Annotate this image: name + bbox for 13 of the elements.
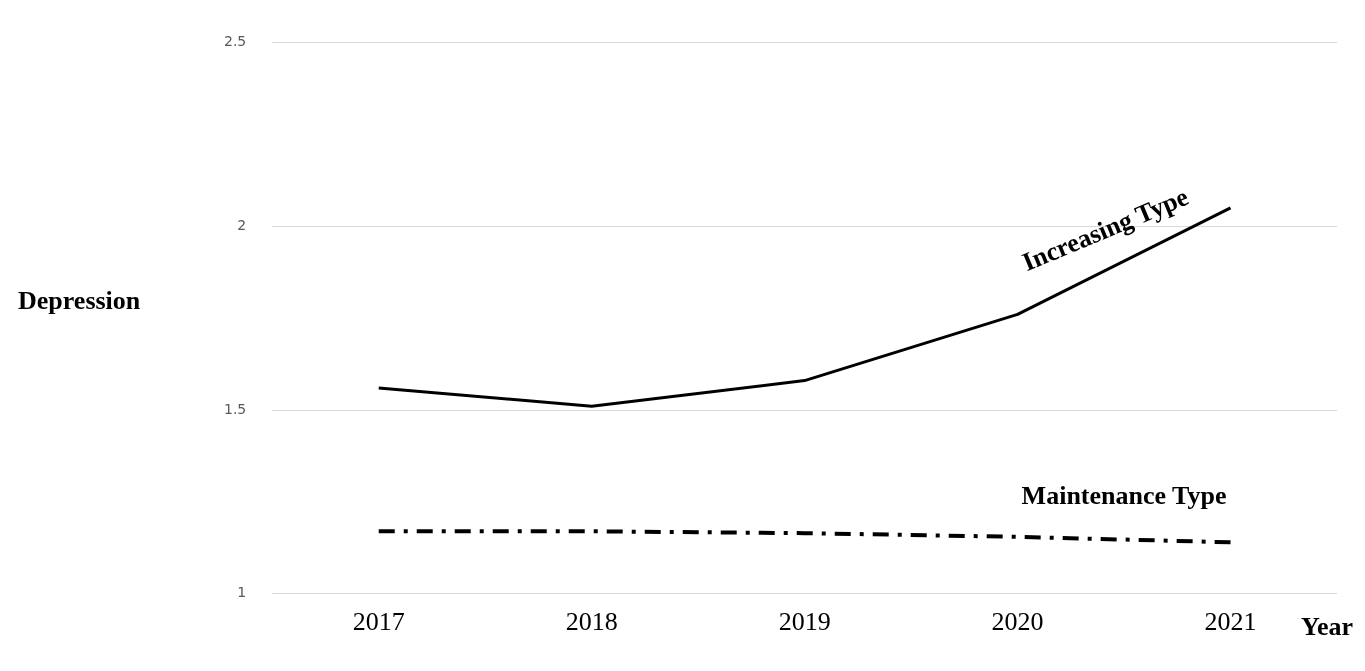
y-tick-label: 2 — [237, 216, 247, 233]
x-tick-label: 2021 — [1204, 607, 1257, 637]
series-label: Maintenance Type — [1021, 480, 1227, 510]
y-tick-label: 2.5 — [224, 33, 247, 50]
line-series — [376, 529, 1233, 545]
x-tick-label: 2017 — [352, 607, 405, 637]
x-tick-label: 2020 — [991, 607, 1044, 637]
x-axis-title: Year — [1301, 611, 1353, 641]
x-tick-label: 2018 — [565, 607, 618, 637]
y-tick-label: 1.5 — [224, 400, 247, 417]
x-tick-label: 2019 — [778, 607, 831, 637]
y-tick-label: 1 — [237, 584, 247, 601]
y-axis-title: Depression — [18, 285, 141, 315]
